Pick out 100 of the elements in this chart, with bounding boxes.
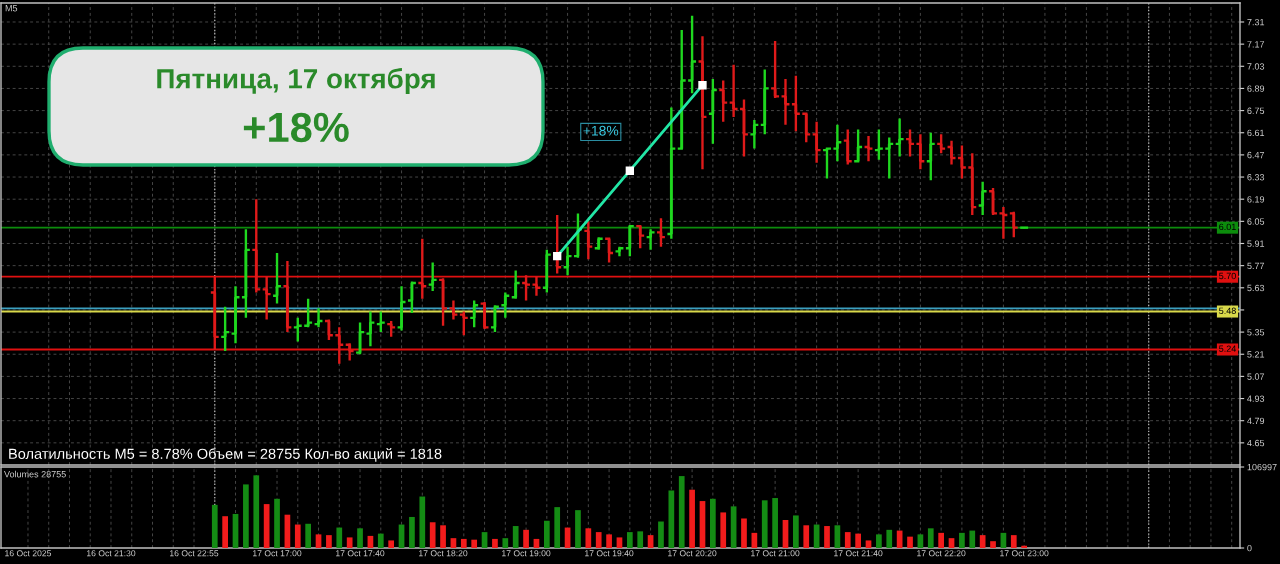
y-tick-label: 4.79 [1247, 417, 1265, 425]
candlestick [956, 144, 968, 180]
bar [585, 528, 592, 548]
candlestick [832, 123, 843, 163]
bar [575, 510, 581, 548]
bar [917, 534, 924, 548]
bar [772, 498, 778, 548]
x-tick-label: 16 Oct 21:30 [87, 550, 136, 557]
annotation: Волатильность M5 = 8.78% Объем = 28755 Кол-во акций = 1818 [9, 448, 442, 462]
x-tick-label: 17 Oct 21:40 [834, 550, 883, 557]
bar [336, 527, 343, 548]
bar [626, 532, 633, 548]
bar [274, 498, 280, 548]
point [553, 251, 562, 261]
bar [761, 500, 768, 548]
point [625, 166, 635, 175]
bar [658, 521, 664, 548]
bar [1021, 545, 1028, 548]
x-tick-label: 16 Oct 22:55 [170, 550, 219, 557]
y-tick-label: 5.07 [1247, 373, 1265, 380]
candlestick [313, 307, 324, 329]
x-tick-label: 17 Oct 23:00 [1000, 550, 1049, 557]
bar [741, 518, 747, 548]
bar [253, 475, 260, 548]
bar [294, 524, 301, 548]
candlestick [738, 98, 750, 158]
y-tick-label: 7.31 [1247, 18, 1265, 26]
bar [512, 526, 519, 548]
bar [460, 538, 467, 548]
bar [1010, 535, 1017, 548]
candlestick [271, 251, 283, 305]
bar [969, 530, 976, 548]
candlestick [655, 217, 667, 248]
y-tick-label: 5.21 [1247, 351, 1265, 358]
y-tick-label: 6.05 [1247, 218, 1265, 225]
bar [678, 476, 685, 548]
bar [523, 529, 529, 548]
bar [409, 516, 415, 548]
candlestick [811, 120, 822, 164]
candlestick [946, 139, 957, 166]
y-tick-label: 106997 [1247, 463, 1277, 471]
x-tick-label: 17 Oct 19:00 [502, 550, 551, 557]
y-tick-label: 4.93 [1247, 395, 1265, 402]
bar [865, 540, 872, 548]
bar [907, 536, 913, 548]
bar [886, 529, 893, 548]
bar [346, 537, 353, 548]
candlestick [666, 106, 677, 240]
bar [326, 535, 332, 548]
x-tick-label: 17 Oct 17:40 [336, 550, 385, 557]
bar [927, 528, 934, 548]
y-tick-label: 6.61 [1247, 129, 1265, 137]
candlestick [728, 63, 739, 119]
candlestick [365, 310, 376, 348]
y-tick-label: 5.63 [1247, 284, 1265, 292]
bar [357, 528, 363, 548]
candlestick [230, 285, 241, 345]
x-tick-label: 17 Oct 18:20 [419, 550, 468, 557]
y-tick-label: 4.65 [1247, 439, 1265, 447]
candlestick [697, 35, 708, 171]
x-tick-label: 16 Oct 2025 [5, 550, 52, 557]
bar [471, 539, 478, 548]
bar [990, 541, 996, 548]
bar [793, 515, 799, 548]
bar [979, 535, 986, 548]
bar [616, 537, 623, 548]
x-tick-label: 17 Oct 21:00 [751, 550, 800, 557]
candlestick [562, 245, 573, 277]
y-tick-label: 5.77 [1247, 262, 1265, 269]
y-tick-label: 6.89 [1247, 85, 1265, 92]
candlestick [448, 299, 459, 321]
candlestick [915, 133, 926, 171]
chart-title: Volumes 28755 [4, 470, 66, 478]
bar [429, 522, 436, 548]
y-tick-label: 7.03 [1247, 63, 1265, 70]
bar [710, 498, 716, 548]
x-tick-label: 17 Oct 22:20 [917, 550, 966, 557]
bar [502, 538, 509, 548]
annotation: +18% [243, 112, 349, 143]
candlestick [904, 128, 916, 158]
y-tick-label: 7.17 [1247, 41, 1265, 48]
bar [959, 532, 965, 548]
y-tick-label: 5.35 [1247, 329, 1265, 336]
bar [668, 490, 675, 548]
candlestick [873, 128, 885, 161]
bar [824, 526, 830, 548]
bar [844, 532, 851, 548]
bar [689, 489, 695, 548]
ref-line-label: 6.01 [1219, 223, 1236, 231]
bar [554, 507, 561, 548]
annotation: +18% [583, 125, 619, 136]
candlestick [686, 14, 698, 95]
y-tick-label: 6.33 [1247, 174, 1265, 181]
x-tick-label: 17 Oct 19:40 [585, 550, 634, 557]
bar [315, 534, 322, 548]
candlestick [863, 134, 874, 163]
bar [855, 533, 861, 548]
candlestick [780, 77, 791, 127]
bar [938, 532, 944, 548]
bar [419, 496, 426, 548]
